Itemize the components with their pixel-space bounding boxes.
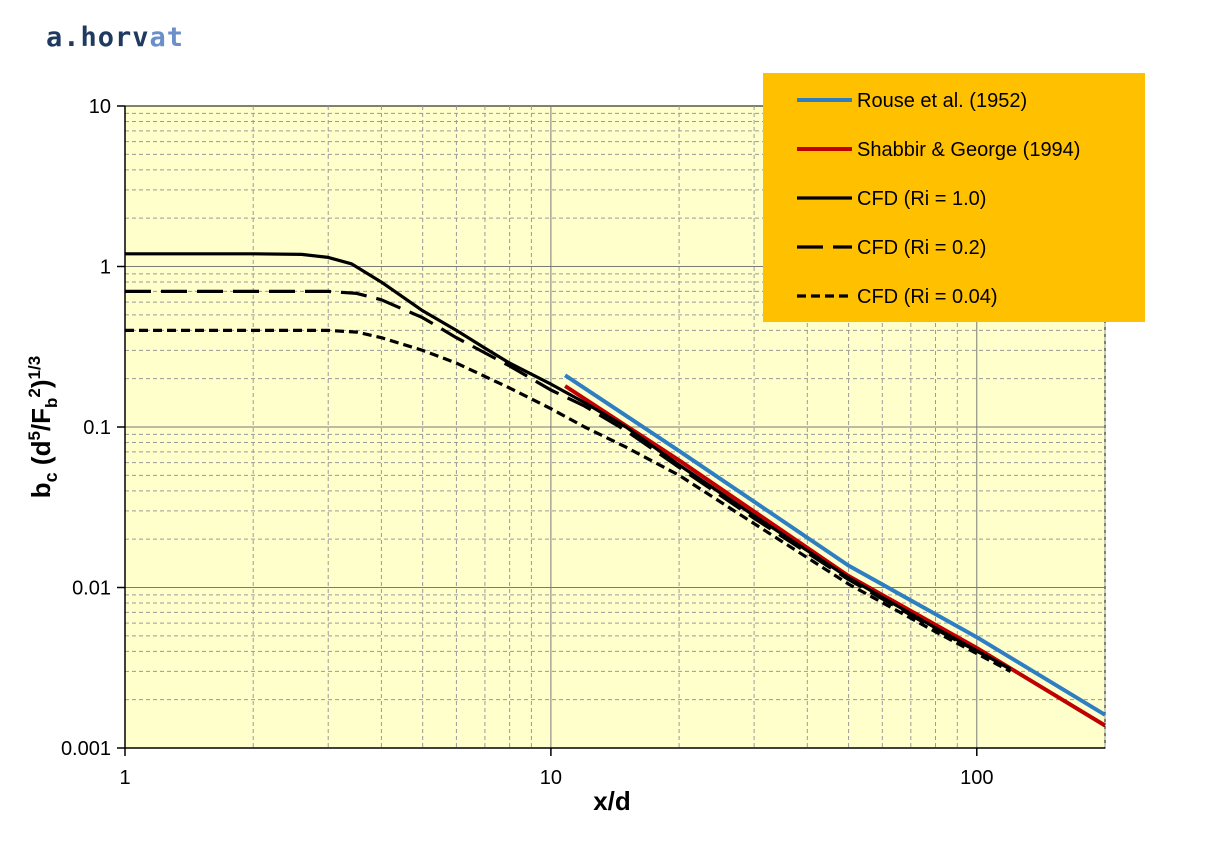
y-tick-label: 0.1 xyxy=(83,417,111,439)
y-tick-label: 0.001 xyxy=(61,738,111,760)
y-tick-label: 0.01 xyxy=(72,578,111,600)
series-layer xyxy=(125,252,1107,728)
legend-label-1: Rouse et al. (1952) xyxy=(857,90,1027,112)
watermark-text-b: at xyxy=(149,22,185,53)
series-line-4 xyxy=(125,289,1012,671)
y-tick-label: 10 xyxy=(89,96,111,118)
x-tick-label: 10 xyxy=(540,767,562,789)
legend-label-4: CFD (Ri = 0.2) xyxy=(857,237,986,259)
legend-label-2: Shabbir & George (1994) xyxy=(857,139,1080,161)
series-line-5 xyxy=(125,328,1012,673)
y-tick-label: 1 xyxy=(100,257,111,279)
legend-label-5: CFD (Ri = 0.04) xyxy=(857,286,998,308)
legend: Rouse et al. (1952) Shabbir & George (199… xyxy=(763,73,1145,322)
x-tick-label: 1 xyxy=(119,767,130,789)
legend-label-3: CFD (Ri = 1.0) xyxy=(857,188,986,210)
x-tick-label: 100 xyxy=(960,767,993,789)
watermark-logo: a.horvat xyxy=(46,22,184,53)
watermark-text-a: a.horv xyxy=(46,22,150,53)
series-line-1 xyxy=(563,373,1107,717)
series-line-3 xyxy=(125,252,1012,671)
y-tick-labels: 0.001 0.01 0.1 1 10 xyxy=(61,96,125,760)
y-axis-title: bc (d5/Fb2)1/3 xyxy=(25,356,61,498)
x-axis-title: x/d xyxy=(593,786,631,816)
x-tick-labels: 1 10 100 xyxy=(119,748,993,789)
